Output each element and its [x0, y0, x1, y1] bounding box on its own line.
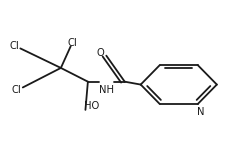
Text: O: O: [96, 48, 104, 58]
Text: Cl: Cl: [9, 41, 19, 51]
Text: Cl: Cl: [12, 85, 21, 95]
Text: NH: NH: [99, 85, 114, 95]
Text: HO: HO: [84, 101, 99, 111]
Text: Cl: Cl: [67, 38, 77, 48]
Text: N: N: [197, 107, 204, 117]
